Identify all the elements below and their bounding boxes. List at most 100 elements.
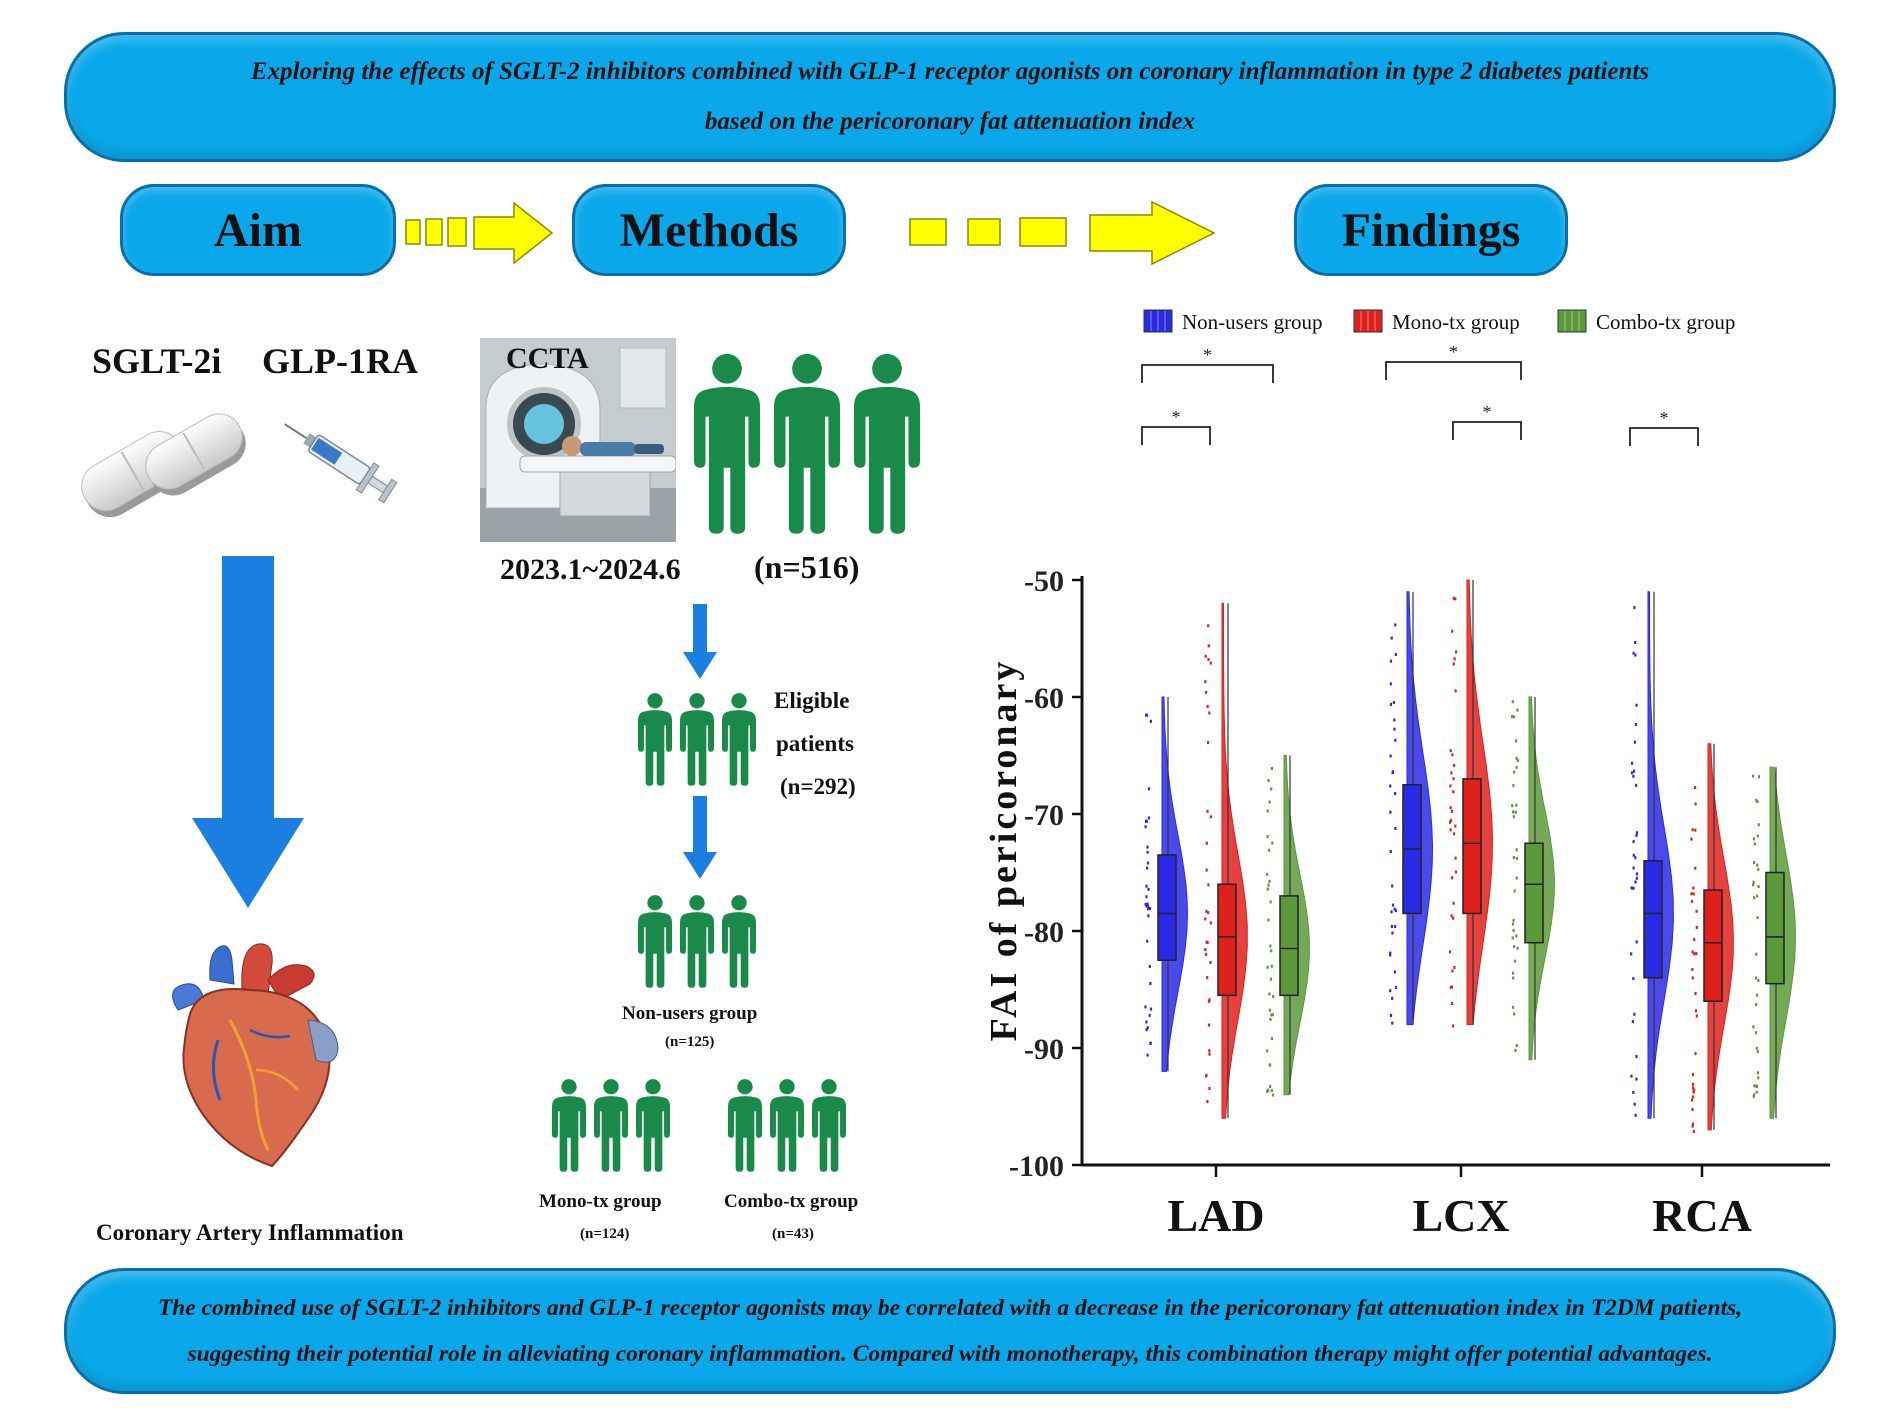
data-point bbox=[1391, 1021, 1394, 1025]
data-point bbox=[1694, 991, 1697, 995]
flow-arrow-1 bbox=[683, 604, 717, 679]
data-point bbox=[1692, 892, 1695, 896]
pills-icon bbox=[81, 413, 246, 518]
data-point bbox=[1635, 872, 1639, 876]
significance-bracket bbox=[1385, 361, 1522, 380]
data-point bbox=[1690, 1098, 1694, 1102]
data-point bbox=[1208, 1052, 1211, 1056]
data-point bbox=[1634, 653, 1637, 657]
data-point bbox=[1690, 892, 1693, 896]
plot-area: -50 -60 -70 -80 -90 -100 LAD LCX RCA bbox=[1009, 565, 1830, 1241]
methods-heading: Methods bbox=[619, 203, 799, 257]
combo-tx-group-icon bbox=[728, 1079, 846, 1172]
data-point bbox=[1145, 884, 1148, 888]
data-point bbox=[1513, 889, 1516, 893]
data-point bbox=[1511, 804, 1514, 808]
data-point bbox=[1511, 700, 1514, 704]
heart-icon bbox=[172, 943, 339, 1168]
legend-swatch bbox=[1143, 309, 1173, 333]
data-point bbox=[1389, 659, 1393, 663]
data-point bbox=[1756, 863, 1759, 867]
data-point bbox=[1691, 950, 1694, 954]
flow-arrow-2 bbox=[683, 796, 717, 879]
chart-legend: Non-users group Mono-tx group Combo-tx gro… bbox=[1143, 309, 1735, 334]
data-point bbox=[1266, 1049, 1269, 1053]
total-patients-n: (n=516) bbox=[754, 549, 860, 585]
data-point bbox=[1207, 624, 1210, 628]
data-point bbox=[1757, 885, 1760, 889]
data-point bbox=[1693, 938, 1696, 942]
data-point bbox=[1512, 976, 1515, 980]
data-point bbox=[1391, 770, 1394, 774]
data-point bbox=[1695, 909, 1698, 913]
data-point bbox=[1512, 971, 1515, 975]
data-point bbox=[1208, 1049, 1211, 1053]
data-point bbox=[1451, 753, 1454, 757]
data-point bbox=[1267, 848, 1271, 852]
data-point bbox=[1691, 976, 1694, 980]
box bbox=[1765, 871, 1785, 985]
data-point bbox=[1516, 759, 1520, 763]
data-point bbox=[1452, 597, 1455, 600]
data-point bbox=[1757, 979, 1760, 982]
data-point bbox=[1266, 887, 1269, 891]
data-point bbox=[1147, 905, 1150, 909]
violin-non-users-group bbox=[1647, 591, 1674, 1119]
data-point bbox=[1270, 964, 1273, 968]
eligible-patients-icon bbox=[638, 693, 756, 786]
data-point bbox=[1454, 856, 1457, 860]
data-point bbox=[1512, 1005, 1515, 1009]
data-point bbox=[1144, 1005, 1147, 1009]
data-point bbox=[1146, 1053, 1149, 1057]
data-point bbox=[1693, 952, 1696, 956]
arrow-methods-to-findings bbox=[909, 200, 1216, 266]
data-point bbox=[1453, 763, 1456, 767]
data-point bbox=[1145, 1028, 1148, 1032]
data-point bbox=[1269, 977, 1272, 981]
data-point bbox=[1393, 907, 1396, 911]
data-point bbox=[1147, 914, 1150, 918]
data-point bbox=[1754, 1031, 1758, 1035]
data-point bbox=[1752, 1094, 1755, 1098]
data-point bbox=[1204, 917, 1207, 921]
y-tick-label: -100 bbox=[1009, 1150, 1064, 1183]
data-point bbox=[1394, 738, 1397, 742]
x-tick-label: LCX bbox=[1412, 1190, 1509, 1241]
data-point bbox=[1455, 650, 1458, 654]
data-point bbox=[1207, 741, 1210, 745]
data-point bbox=[1146, 850, 1149, 854]
down-arrow-icon bbox=[192, 556, 304, 908]
data-point bbox=[1269, 1085, 1272, 1088]
data-point bbox=[1752, 880, 1755, 884]
data-point bbox=[1755, 1046, 1758, 1050]
data-point bbox=[1394, 827, 1397, 831]
data-point bbox=[1393, 718, 1396, 722]
data-point bbox=[1271, 841, 1274, 845]
significance-bracket bbox=[1141, 364, 1274, 383]
data-point bbox=[1694, 828, 1697, 832]
data-point bbox=[1389, 754, 1392, 758]
data-point bbox=[1270, 1089, 1273, 1093]
data-point bbox=[1204, 680, 1207, 684]
data-point bbox=[1267, 918, 1270, 922]
data-point bbox=[1146, 845, 1149, 849]
data-point bbox=[1394, 985, 1398, 989]
data-point bbox=[1271, 1093, 1275, 1097]
conclusion-line-1: The combined use of SGLT-2 inhibitors an… bbox=[157, 1295, 1743, 1321]
data-point bbox=[1394, 909, 1397, 913]
data-point bbox=[1695, 926, 1698, 929]
data-point bbox=[1146, 861, 1150, 865]
data-point bbox=[1146, 1026, 1149, 1030]
data-point bbox=[1692, 1073, 1695, 1077]
mono-tx-group-n: (n=124) bbox=[580, 1226, 630, 1242]
significance-star: * bbox=[1203, 345, 1212, 365]
data-point bbox=[1515, 739, 1518, 743]
data-point bbox=[1634, 641, 1637, 644]
data-point bbox=[1450, 809, 1454, 813]
data-point bbox=[1389, 682, 1392, 686]
findings-pill: Findings bbox=[1294, 184, 1568, 276]
mono-tx-group-icon bbox=[552, 1079, 670, 1172]
data-point bbox=[1757, 775, 1761, 779]
combo-tx-group-label: Combo-tx group bbox=[724, 1191, 859, 1212]
data-point bbox=[1207, 644, 1210, 648]
